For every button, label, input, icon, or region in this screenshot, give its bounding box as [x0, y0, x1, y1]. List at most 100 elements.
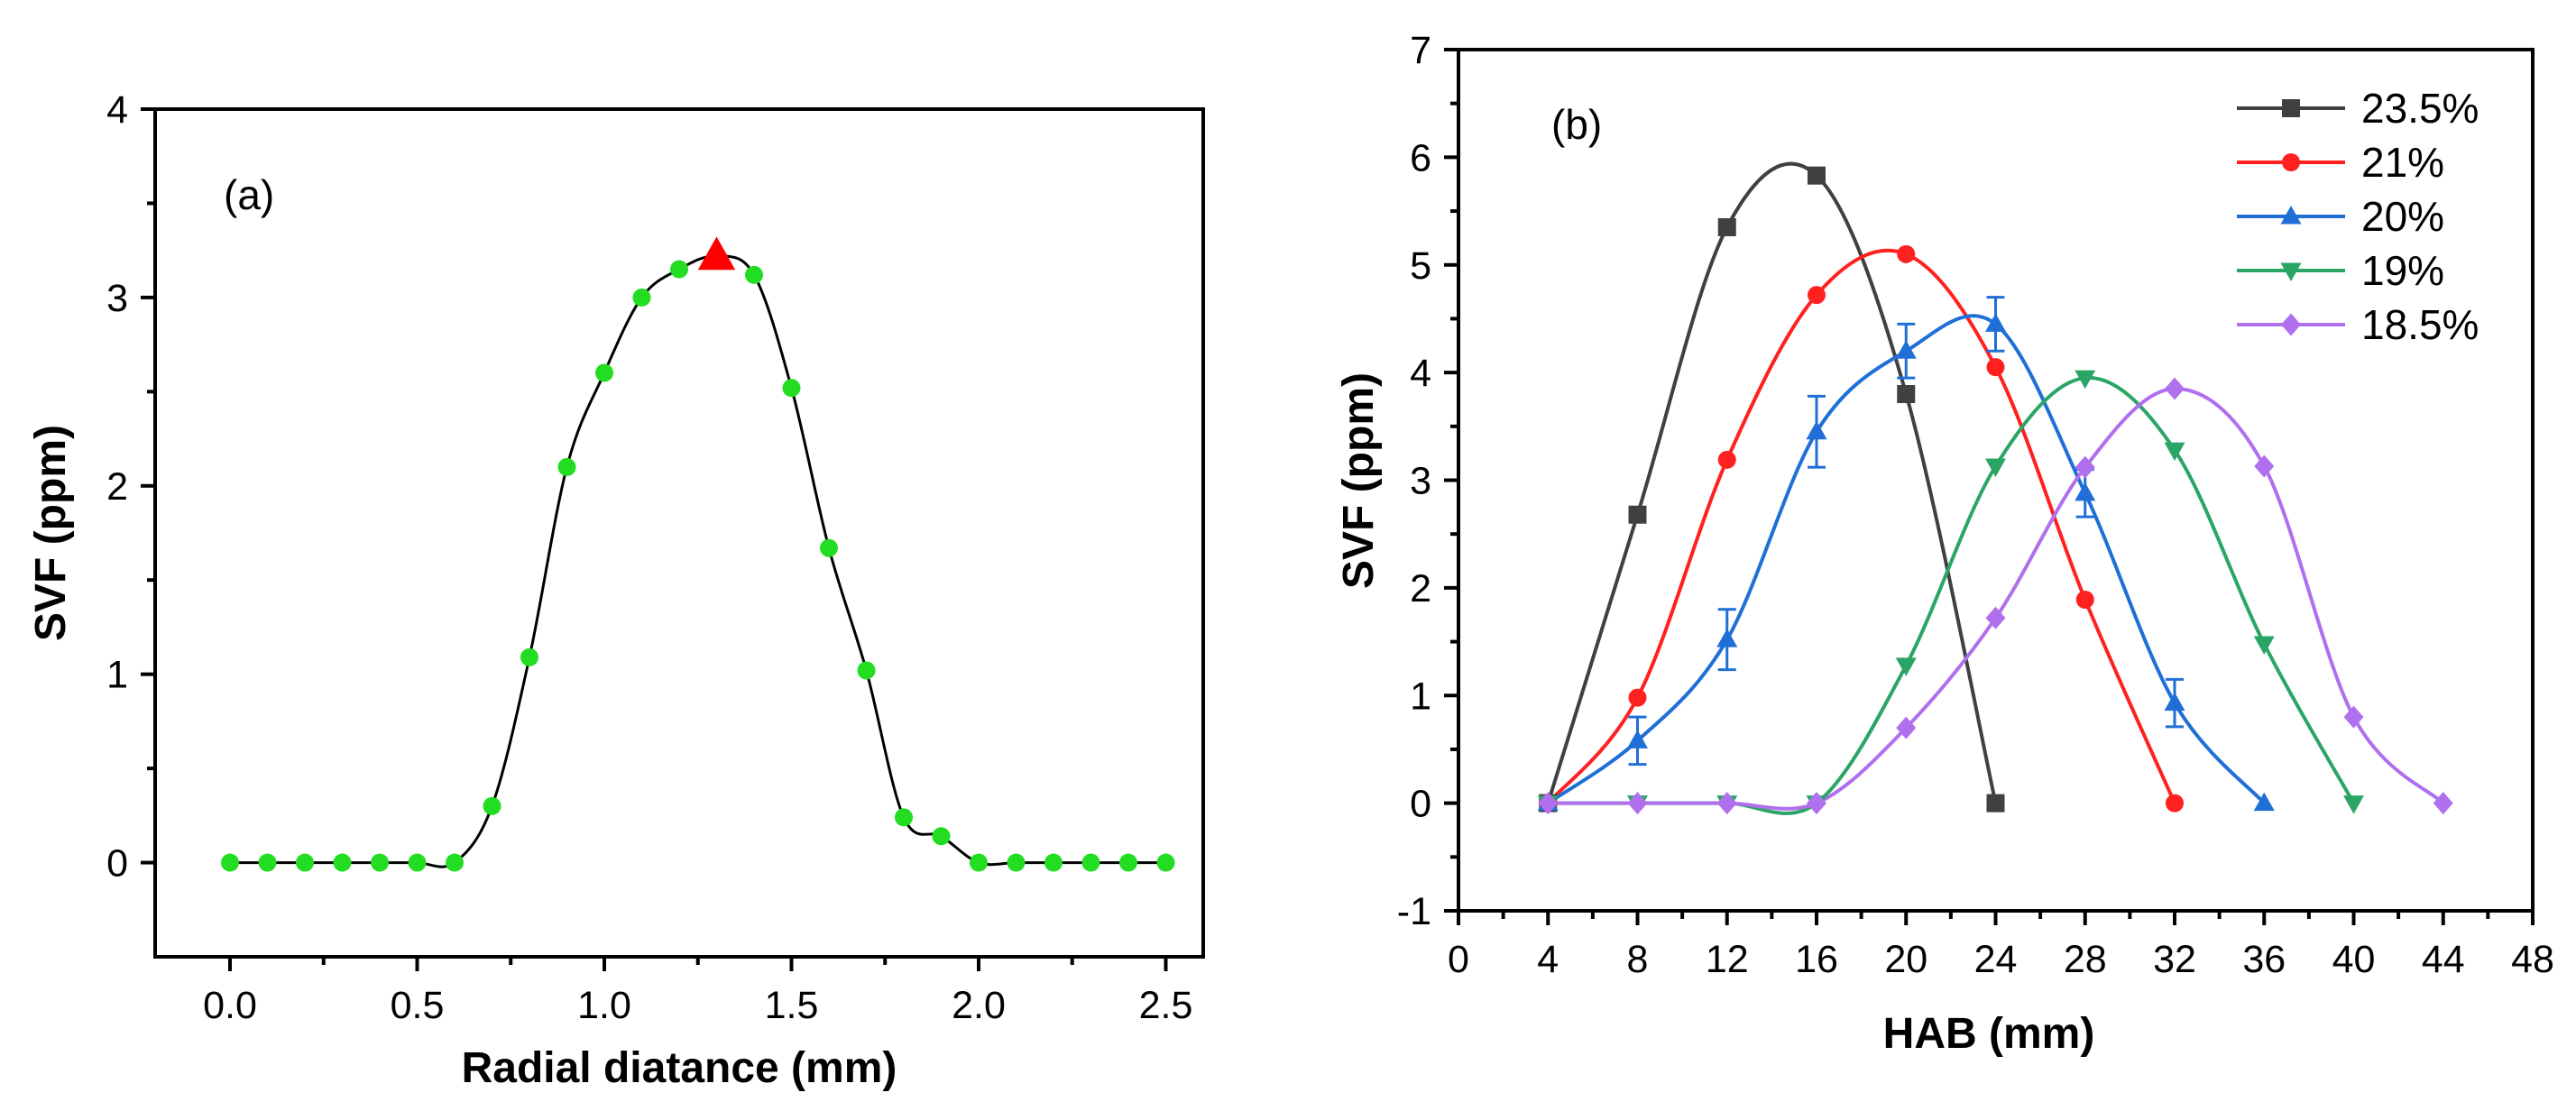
- series-lines: [1546, 161, 2445, 815]
- data-point: [1985, 458, 2006, 477]
- y-tick-label: -1: [1397, 890, 1431, 933]
- legend-marker: [2281, 313, 2301, 336]
- data-point: [895, 808, 913, 827]
- data-point: [1807, 792, 1826, 815]
- x-tick-label: 1.5: [765, 984, 819, 1027]
- legend-item: 23.5%: [2237, 85, 2479, 132]
- data-point: [1156, 853, 1175, 872]
- data-point: [2164, 442, 2185, 462]
- series-line-5: [1548, 386, 2445, 811]
- y-tick-label: 2: [1410, 567, 1431, 611]
- data-point: [1895, 657, 1917, 676]
- x-tick-label: 28: [2064, 938, 2107, 981]
- data-point: [1986, 794, 2005, 813]
- panel-label: (b): [1551, 101, 1602, 148]
- data-point: [483, 796, 501, 815]
- data-point: [1044, 853, 1063, 872]
- y-tick-label: 3: [106, 277, 128, 320]
- data-point: [557, 457, 576, 476]
- data-point: [782, 379, 801, 398]
- data-point: [520, 647, 538, 666]
- data-point: [1896, 716, 1917, 739]
- y-tick-label: 7: [1410, 29, 1431, 72]
- data-point: [1716, 792, 1737, 815]
- data-point: [1895, 340, 1917, 359]
- data-point: [670, 260, 688, 279]
- x-tick-label: 0.0: [203, 984, 257, 1027]
- x-tick-label: 48: [2511, 938, 2554, 981]
- data-point: [2343, 795, 2364, 814]
- data-point: [820, 538, 838, 557]
- x-tick-label: 8: [1627, 938, 1649, 981]
- y-tick-label: 3: [1410, 460, 1431, 503]
- data-point: [1628, 505, 1647, 524]
- data-point: [745, 265, 763, 284]
- y-tick-label: 0: [106, 842, 128, 886]
- data-point: [2075, 370, 2096, 390]
- fit-line: [230, 254, 1166, 868]
- y-tick-label: 0: [1410, 783, 1431, 826]
- x-tick-label: 20: [1884, 938, 1927, 981]
- data-point: [1007, 853, 1026, 872]
- x-tick-label: 32: [2153, 938, 2196, 981]
- series-line-4: [1548, 376, 2356, 815]
- data-point: [1897, 244, 1916, 263]
- x-axis-ticks: 0.0 0.5 1.0 1.5 2.0 2.5: [203, 957, 1192, 1027]
- data-point: [258, 853, 277, 872]
- data-point: [1897, 385, 1916, 403]
- data-point: [2253, 636, 2275, 655]
- legend: 23.5% 21% 20% 19% 18.5%: [2237, 85, 2479, 348]
- x-tick-label: 44: [2422, 938, 2465, 981]
- data-point: [1081, 853, 1100, 872]
- legend-item: 18.5%: [2237, 301, 2479, 348]
- data-point: [2164, 692, 2185, 712]
- data-point: [1985, 313, 2006, 332]
- data-points: [221, 236, 1175, 872]
- y-axis-title: SVF (ppm): [1335, 372, 1383, 589]
- data-point: [221, 853, 239, 872]
- legend-label: 19%: [2361, 247, 2444, 294]
- legend-label: 21%: [2361, 139, 2444, 186]
- y-tick-label: 4: [1410, 352, 1431, 395]
- data-point: [1538, 792, 1559, 815]
- legend-label: 18.5%: [2361, 301, 2479, 348]
- x-tick-label: 2.5: [1139, 984, 1193, 1027]
- data-point: [970, 853, 988, 872]
- data-point: [1717, 450, 1736, 469]
- x-tick-label: 24: [1974, 938, 2018, 981]
- data-point: [296, 853, 314, 872]
- data-point: [595, 363, 613, 382]
- data-point: [1985, 606, 2006, 629]
- data-point: [1119, 853, 1137, 872]
- x-tick-label: 36: [2242, 938, 2286, 981]
- legend-marker: [2282, 153, 2300, 171]
- data-point: [1627, 730, 1648, 748]
- peak-marker: [697, 236, 736, 271]
- panel-label: (a): [224, 171, 274, 218]
- data-point: [371, 853, 389, 872]
- data-point: [2075, 482, 2096, 501]
- data-point: [1806, 420, 1827, 440]
- legend-label: 20%: [2361, 193, 2444, 240]
- data-point: [2253, 792, 2275, 812]
- data-point: [2166, 794, 2184, 813]
- x-tick-label: 4: [1537, 938, 1559, 981]
- legend-item: 19%: [2237, 247, 2444, 294]
- x-axis-ticks: 0 4 8 12 16 20 24 28 32 36 40 44 48: [1448, 911, 2554, 981]
- data-point: [1986, 358, 2005, 377]
- data-point: [333, 853, 352, 872]
- data-point: [1628, 688, 1647, 707]
- plot-frame: [153, 107, 1205, 959]
- x-axis-title: Radial diatance (mm): [462, 1044, 897, 1092]
- x-axis-title: HAB (mm): [1883, 1010, 2095, 1058]
- y-tick-label: 6: [1410, 136, 1431, 179]
- data-point: [857, 661, 876, 680]
- legend-item: 21%: [2237, 139, 2444, 186]
- y-axis-ticks: -1 0 1 2 3 4 5 6 7: [1397, 29, 1458, 933]
- x-tick-label: 12: [1706, 938, 1749, 981]
- y-tick-label: 1: [1410, 675, 1431, 718]
- data-point: [2165, 377, 2185, 400]
- x-tick-label: 40: [2332, 938, 2376, 981]
- data-point: [1716, 629, 1738, 647]
